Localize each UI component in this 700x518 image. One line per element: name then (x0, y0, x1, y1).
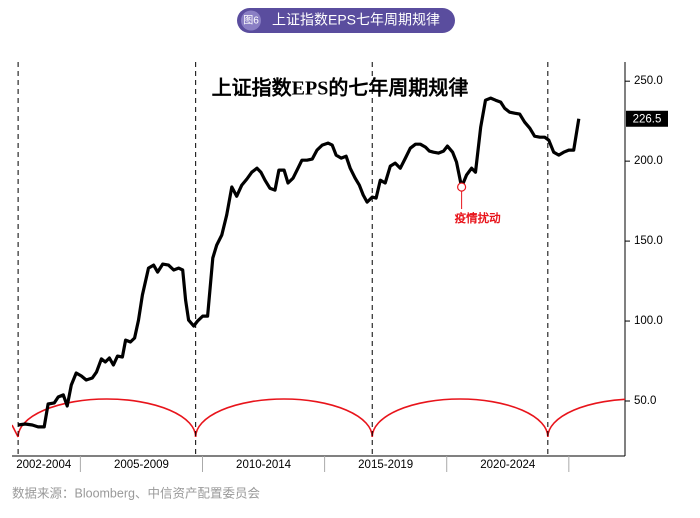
x-tick-label: 2010-2014 (236, 459, 292, 471)
x-tick-label: 2005-2009 (114, 459, 169, 471)
y-tick-label: 200.0 (634, 155, 663, 167)
header-title: 上证指数EPS七年周期规律 (272, 12, 440, 28)
cycle-arc (547, 398, 625, 438)
x-tick-label: 2015-2019 (358, 459, 413, 471)
source: 数据来源：Bloomberg、中信资产配置委员会 (12, 485, 260, 500)
y-tick-label: 150.0 (634, 235, 663, 247)
annotation-text: 疫情扰动 (455, 211, 501, 225)
eps-line (17, 96, 581, 429)
cycle-arc (17, 398, 197, 438)
cycle-arc (194, 398, 374, 438)
last-value-box (626, 110, 668, 127)
chart-title: 上证指数EPS的七年周期规律 (212, 76, 469, 100)
header-badge-text: 图6 (243, 15, 259, 27)
cycle-arc (12, 424, 19, 438)
last-value-label: 226.5 (633, 113, 662, 125)
header-pill (237, 8, 455, 33)
cycle-arc (371, 398, 549, 438)
y-tick-label: 50.0 (634, 395, 656, 407)
plot-area (12, 96, 625, 438)
annotation-marker (457, 182, 467, 192)
y-tick-label: 250.0 (634, 75, 663, 87)
x-tick-label: 2020-2024 (480, 459, 536, 471)
x-tick-label: 2002-2004 (16, 459, 72, 471)
header-badge (241, 10, 261, 31)
y-tick-label: 100.0 (634, 315, 663, 327)
